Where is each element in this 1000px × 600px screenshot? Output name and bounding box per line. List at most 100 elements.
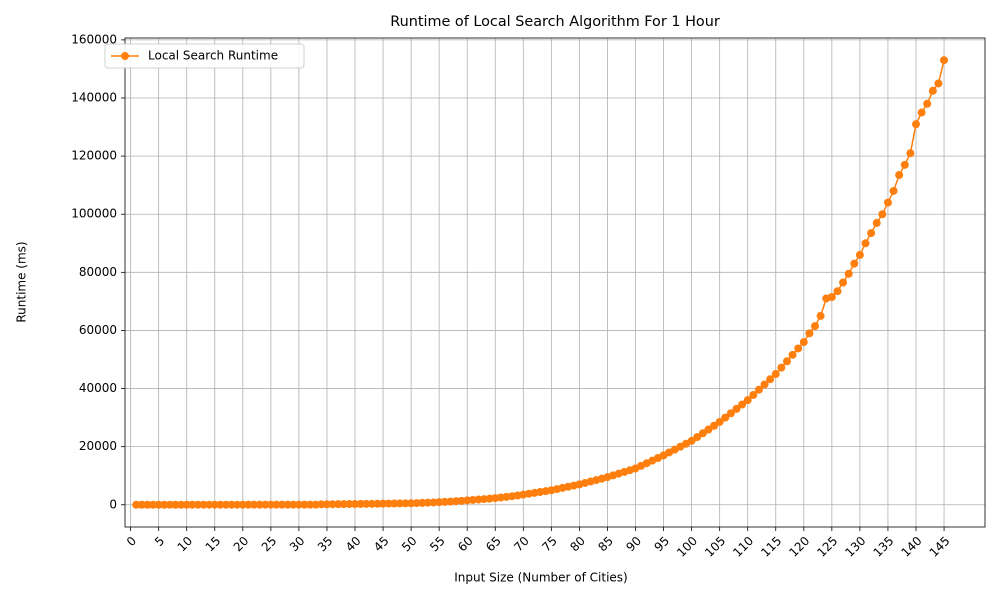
data-point — [726, 409, 735, 418]
data-point — [289, 500, 298, 509]
data-point — [911, 120, 920, 129]
data-point — [704, 425, 713, 434]
y-tick-label: 20000 — [79, 439, 117, 453]
data-point — [732, 404, 741, 413]
data-point — [334, 500, 343, 509]
data-point — [351, 499, 360, 508]
data-point — [367, 499, 376, 508]
data-point — [193, 500, 202, 509]
data-point — [928, 86, 937, 95]
data-point — [917, 108, 926, 117]
data-point — [328, 500, 337, 509]
data-point — [171, 500, 180, 509]
data-point — [272, 500, 281, 509]
data-point — [715, 417, 724, 426]
y-tick-label: 40000 — [79, 381, 117, 395]
data-point — [339, 500, 348, 509]
data-point — [805, 329, 814, 338]
data-point — [233, 500, 242, 509]
data-point — [710, 421, 719, 430]
data-point — [743, 396, 752, 405]
data-point — [895, 170, 904, 179]
data-point — [867, 229, 876, 238]
data-point — [934, 79, 943, 88]
data-point — [356, 499, 365, 508]
data-point — [889, 186, 898, 195]
data-point — [777, 363, 786, 372]
data-point — [199, 500, 208, 509]
data-point — [693, 433, 702, 442]
data-point — [261, 500, 270, 509]
data-point — [833, 287, 842, 296]
data-point — [216, 500, 225, 509]
y-tick-label: 140000 — [71, 90, 117, 104]
data-point — [306, 500, 315, 509]
data-point — [811, 322, 820, 331]
data-point — [384, 499, 393, 508]
data-point — [407, 499, 416, 508]
data-point — [782, 357, 791, 366]
data-point — [878, 210, 887, 219]
data-point — [188, 500, 197, 509]
data-point — [322, 500, 331, 509]
data-point — [266, 500, 275, 509]
data-point — [210, 500, 219, 509]
x-axis-label: Input Size (Number of Cities) — [454, 571, 627, 585]
data-point — [923, 99, 932, 108]
data-point — [143, 500, 152, 509]
y-tick-label: 60000 — [79, 323, 117, 337]
y-tick-label: 80000 — [79, 265, 117, 279]
data-point — [250, 500, 259, 509]
data-point — [149, 500, 158, 509]
data-point — [132, 500, 141, 509]
data-point — [160, 500, 169, 509]
data-point — [182, 500, 191, 509]
data-point — [278, 500, 287, 509]
legend: Local Search Runtime — [104, 43, 305, 69]
data-point — [283, 500, 292, 509]
data-point — [227, 500, 236, 509]
data-point — [754, 385, 763, 394]
data-point — [872, 218, 881, 227]
data-point — [238, 500, 247, 509]
y-tick-label: 0 — [109, 497, 117, 511]
data-point — [721, 413, 730, 422]
data-point — [401, 499, 410, 508]
data-point — [379, 499, 388, 508]
data-point — [816, 311, 825, 320]
data-point — [362, 499, 371, 508]
data-point — [760, 380, 769, 389]
data-point — [418, 498, 427, 507]
data-point — [855, 250, 864, 259]
y-tick-label: 120000 — [71, 149, 117, 163]
data-point — [850, 259, 859, 268]
chart-title: Runtime of Local Search Algorithm For 1 … — [390, 14, 720, 30]
data-point — [294, 500, 303, 509]
legend-label: Local Search Runtime — [148, 49, 278, 63]
data-point — [799, 338, 808, 347]
data-point — [827, 293, 836, 302]
plot-frame — [124, 37, 986, 528]
data-point — [137, 500, 146, 509]
data-point — [771, 370, 780, 379]
data-point — [423, 498, 432, 507]
data-point — [300, 500, 309, 509]
data-point — [861, 239, 870, 248]
data-point — [165, 500, 174, 509]
data-point — [395, 499, 404, 508]
legend-box — [104, 43, 305, 69]
data-point — [749, 390, 758, 399]
data-point — [687, 436, 696, 445]
data-point — [177, 500, 186, 509]
data-point — [883, 198, 892, 207]
data-point — [244, 500, 253, 509]
y-axis-label: Runtime (ms) — [15, 241, 29, 322]
data-point — [906, 149, 915, 158]
data-point — [766, 375, 775, 384]
data-point — [794, 344, 803, 353]
data-point — [255, 500, 264, 509]
data-point — [900, 160, 909, 169]
data-point — [940, 56, 949, 65]
data-point — [221, 500, 230, 509]
